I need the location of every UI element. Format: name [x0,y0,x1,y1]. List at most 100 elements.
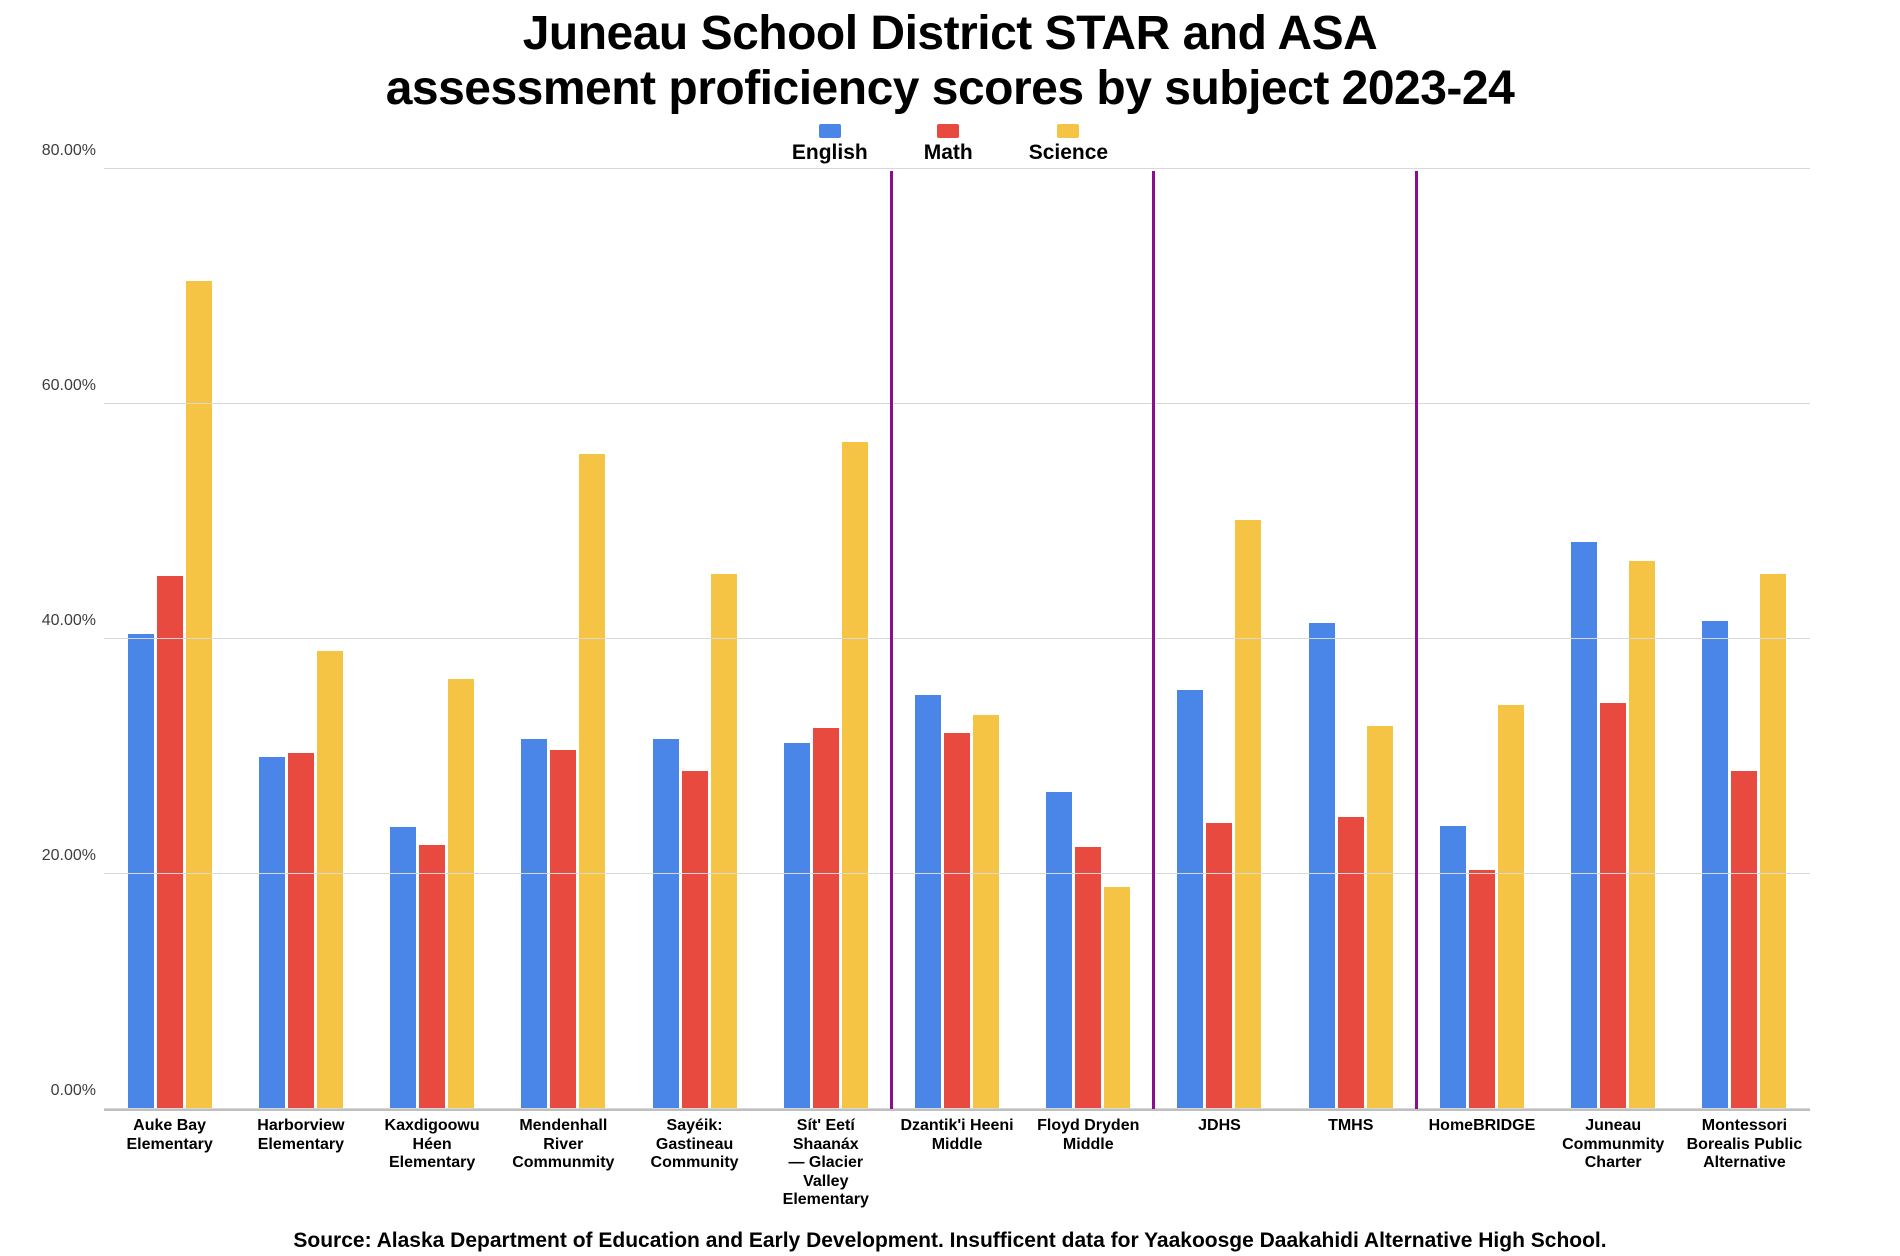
x-axis-label: Auke BayElementary [104,1117,235,1209]
english-bar [390,827,416,1109]
science-bar [186,281,212,1109]
category-group [104,169,235,1109]
x-axis-label: Sayéik:GastineauCommunity [629,1117,760,1209]
english-bar [1571,542,1597,1110]
x-axis-label: JuneauCommunmityCharter [1548,1117,1679,1209]
science-bar [1367,726,1393,1109]
x-axis-label: Mendenhall RiverCommunmity [498,1117,629,1209]
x-axis-label: TMHS [1285,1117,1416,1209]
science-bar [711,574,737,1110]
x-axis-label: Floyd DrydenMiddle [1023,1117,1154,1209]
title-line-1: Juneau School District STAR and ASA [0,6,1900,61]
math-bar [1338,817,1364,1110]
bar-cluster [1571,169,1655,1109]
x-axis-labels: Auke BayElementaryHarborviewElementaryKa… [104,1117,1810,1209]
legend-item: Math [924,124,973,165]
y-axis-tick: 60.00% [18,377,96,395]
y-axis-tick: 80.00% [18,142,96,160]
science-bar [1760,574,1786,1110]
english-bar [128,634,154,1110]
science-bar [1104,887,1130,1109]
science-bar [973,715,999,1110]
legend-label: English [792,141,868,165]
bar-cluster [1309,169,1393,1109]
math-bar [682,771,708,1109]
y-axis-tick: 20.00% [18,847,96,865]
science-bar [842,442,868,1109]
x-axis-label: MontessoriBorealis PublicAlternative [1679,1117,1810,1209]
category-group [760,169,891,1109]
x-axis-label: JDHS [1154,1117,1285,1209]
y-axis-tick: 0.00% [18,1082,96,1100]
category-group [1285,169,1416,1109]
bar-cluster [653,169,737,1109]
chart-container: Juneau School District STAR and ASA asse… [0,0,1900,1256]
category-group [1416,169,1547,1109]
category-group [629,169,760,1109]
math-bar [157,576,183,1109]
x-axis-label: Sít' Eetí Shaanáx— Glacier ValleyElement… [760,1117,891,1209]
legend-swatch [937,124,959,138]
gridline [104,168,1810,169]
bar-groups-row [104,169,1810,1109]
english-bar [784,743,810,1110]
science-bar [579,454,605,1110]
plot-outer: 0.00%20.00%40.00%60.00%80.00% [104,171,1810,1111]
english-bar [259,757,285,1110]
english-bar [653,739,679,1109]
category-group [498,169,629,1109]
math-bar [1075,847,1101,1109]
source-caption: Source: Alaska Department of Education a… [0,1229,1900,1253]
category-group [1679,169,1810,1109]
english-bar [1177,690,1203,1109]
bar-cluster [784,169,868,1109]
math-bar [1600,703,1626,1110]
title-line-2: assessment proficiency scores by subject… [0,61,1900,116]
gridline [104,1108,1810,1109]
bar-cluster [259,169,343,1109]
section-divider [890,171,893,1109]
legend-item: Science [1029,124,1108,165]
legend-label: Math [924,141,973,165]
bar-cluster [1177,169,1261,1109]
english-bar [521,739,547,1109]
gridline [104,873,1810,874]
section-divider [1152,171,1155,1109]
math-bar [288,753,314,1109]
chart-legend: English Math Science [0,124,1900,165]
legend-item: English [792,124,868,165]
x-axis-label: HomeBRIDGE [1416,1117,1547,1209]
x-axis-label: KaxdigoowuHéen Elementary [366,1117,497,1209]
section-divider [1415,171,1418,1109]
bar-cluster [1046,169,1130,1109]
legend-swatch [819,124,841,138]
bar-cluster [521,169,605,1109]
math-bar [1731,771,1757,1109]
science-bar [448,679,474,1109]
category-group [1023,169,1154,1109]
math-bar [550,750,576,1110]
bar-cluster [1440,169,1524,1109]
legend-swatch [1057,124,1079,138]
plot-area: 0.00%20.00%40.00%60.00%80.00% [104,171,1810,1111]
category-group [1154,169,1285,1109]
english-bar [1440,826,1466,1109]
x-axis-label: HarborviewElementary [235,1117,366,1209]
category-group [891,169,1022,1109]
english-bar [1702,621,1728,1110]
english-bar [1046,792,1072,1109]
gridline [104,403,1810,404]
bar-cluster [1702,169,1786,1109]
category-group [1548,169,1679,1109]
math-bar [813,728,839,1110]
bar-cluster [390,169,474,1109]
category-group [366,169,497,1109]
english-bar [915,695,941,1110]
bar-cluster [915,169,999,1109]
science-bar [317,651,343,1109]
x-axis-label: Dzantik'i HeeniMiddle [891,1117,1022,1209]
legend-label: Science [1029,141,1108,165]
bar-cluster [128,169,212,1109]
math-bar [419,845,445,1109]
category-group [235,169,366,1109]
